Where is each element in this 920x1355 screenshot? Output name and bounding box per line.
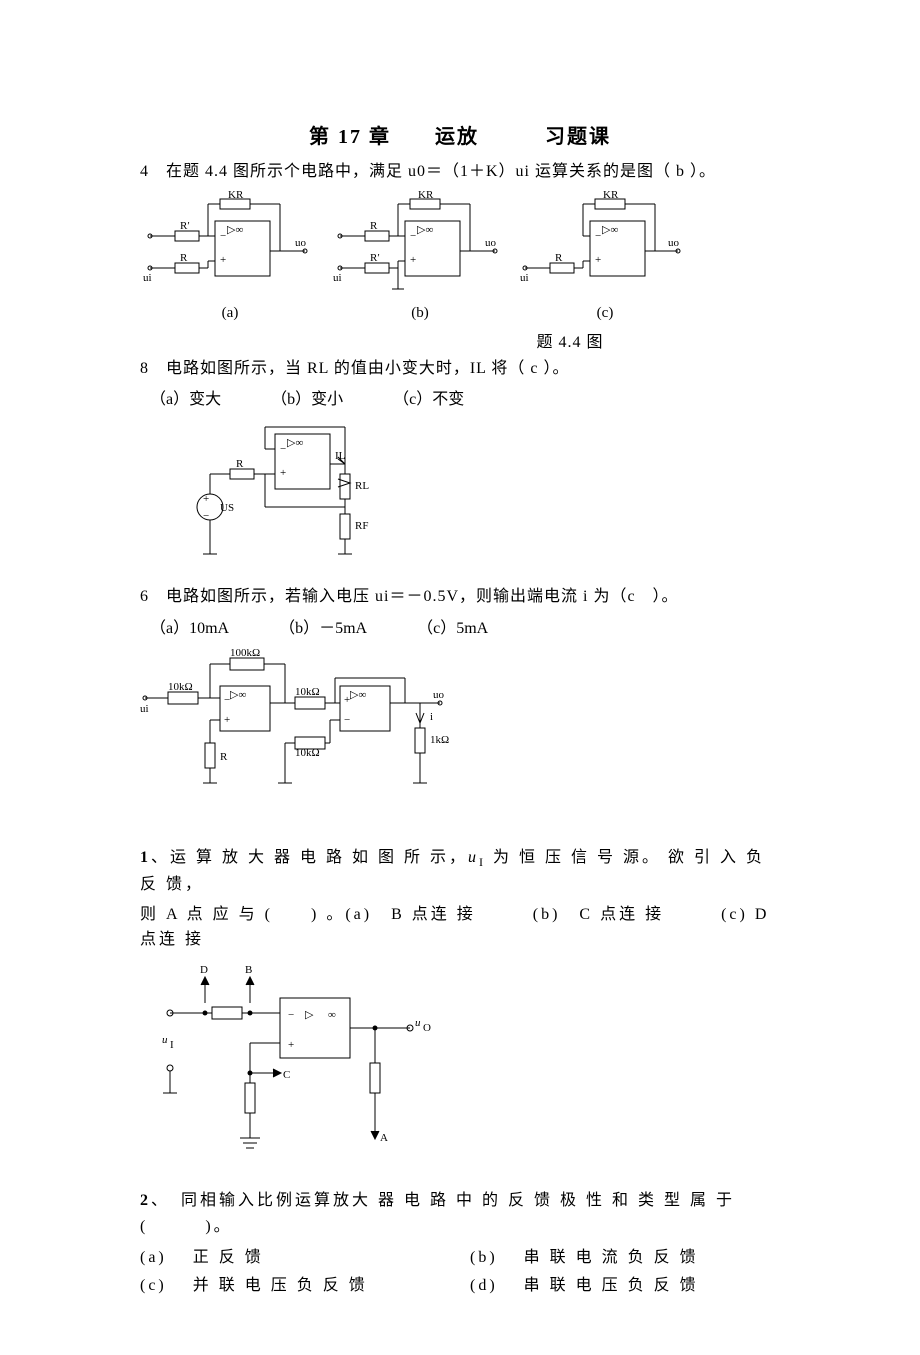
q4-fig-a: KR ▷∞ − + R′ R: [140, 191, 320, 322]
label-i: i: [430, 711, 433, 723]
opamp-inf: ∞: [328, 1009, 336, 1021]
circuit-a-svg: KR ▷∞ − + R′ R: [140, 191, 320, 301]
q1-line1: 1、运 算 放 大 器 电 路 如 图 所 示，uI 为 恒 压 信 号 源。 …: [140, 845, 780, 898]
opamp-inf: ▷∞: [227, 224, 243, 236]
label-r1: R′: [180, 220, 190, 232]
opamp-plus: +: [288, 1039, 294, 1051]
q4-sub-b: (b): [411, 305, 429, 322]
q8-figure: ▷∞ − + IL RL RF: [180, 419, 780, 574]
label-r: R: [220, 751, 228, 763]
q6-figure: 100kΩ ▷∞ − + 10kΩ ui R: [140, 648, 780, 813]
q2-options: (a) 正 反 馈 (b) 串 联 电 流 负 反 馈 (c) 并 联 电 压 …: [140, 1243, 780, 1295]
circuit-c-svg: KR ▷∞ − + R ui uo: [520, 191, 690, 301]
label-10k: 10kΩ: [168, 681, 193, 693]
q4-figures: KR ▷∞ − + R′ R: [140, 191, 780, 322]
label-r: R: [555, 252, 563, 264]
label-kr: KR: [418, 191, 434, 201]
q8-options: （a）变大 （b）变小 （c）不变: [150, 385, 780, 409]
svg-text:−: −: [344, 714, 350, 726]
label-r: R: [370, 220, 378, 232]
q8-text: 8 电路如图所示，当 RL 的值由小变大时，IL 将（ c ）。: [140, 356, 780, 382]
svg-text:I: I: [170, 1039, 174, 1051]
label-ui: ui: [520, 272, 529, 284]
circuit-q6-svg: 100kΩ ▷∞ − + 10kΩ ui R: [140, 648, 480, 808]
opamp-minus: −: [288, 1009, 294, 1021]
label-10k: 10kΩ: [295, 686, 320, 698]
q2-opt-b: (b) 串 联 电 流 负 反 馈: [470, 1243, 780, 1267]
opamp-inf: ▷∞: [287, 437, 303, 449]
q4-fig-c: KR ▷∞ − + R ui uo: [520, 191, 690, 322]
label-uo: uo: [485, 237, 497, 249]
label-a: A: [380, 1132, 388, 1144]
label-10k: 10kΩ: [295, 747, 320, 759]
opamp-minus: −: [220, 230, 226, 242]
q6-text: 6 电路如图所示，若输入电压 ui＝－0.5V，则输出端电流 i 为（c ）。: [140, 584, 780, 610]
opamp-plus: +: [595, 254, 601, 266]
svg-text:−: −: [224, 694, 230, 706]
label-c: C: [283, 1069, 290, 1081]
opamp-plus: +: [410, 254, 416, 266]
opamp-inf: ▷∞: [417, 224, 433, 236]
svg-text:O: O: [423, 1022, 431, 1034]
q6-opt-a: （a）10mA: [150, 614, 229, 638]
label-d: D: [200, 964, 208, 976]
q2-opt-c: (c) 并 联 电 压 负 反 馈: [140, 1271, 450, 1295]
page-title: 第 17 章 运放 习题课: [140, 120, 780, 149]
label-ui: ui: [140, 703, 149, 715]
q8-opt-c: （c）不变: [393, 385, 464, 409]
opamp-inf: ▷∞: [230, 689, 246, 701]
q6-opt-b: （b）－5mA: [279, 614, 367, 638]
opamp-minus: −: [595, 230, 601, 242]
label-us: US: [220, 502, 234, 514]
opamp-tri: ▷: [305, 1009, 314, 1021]
label-rl: RL: [355, 480, 369, 492]
svg-text:+: +: [203, 493, 209, 505]
label-ui: ui: [143, 272, 152, 284]
label-ui: ui: [333, 272, 342, 284]
label-uo: uo: [668, 237, 680, 249]
q4-caption: 题 4.4 图: [360, 328, 780, 352]
label-rf: RF: [355, 520, 368, 532]
svg-text:u: u: [415, 1017, 421, 1029]
q2-opt-a: (a) 正 反 馈: [140, 1243, 450, 1267]
label-kr: KR: [603, 191, 619, 201]
q2-opt-d: (d) 串 联 电 压 负 反 馈: [470, 1271, 780, 1295]
opamp-plus: +: [280, 467, 286, 479]
label-1k: 1kΩ: [430, 734, 449, 746]
label-100k: 100kΩ: [230, 648, 260, 659]
label-uo: uo: [433, 689, 445, 701]
q4-sub-c: (c): [597, 305, 614, 322]
label-kr: KR: [228, 191, 244, 201]
opamp-plus: +: [220, 254, 226, 266]
label-r: R: [180, 252, 188, 264]
circuit-q8-svg: ▷∞ − + IL RL RF: [180, 419, 390, 569]
q4-fig-b: KR ▷∞ − + R R′: [330, 191, 510, 322]
opamp-inf: ▷∞: [602, 224, 618, 236]
q1-line2: 则 A 点 应 与 ( ) 。(a) B 点连 接 (b) C 点连 接 (c)…: [140, 902, 780, 953]
circuit-q1-svg: D B − ▷ ∞ + uO: [150, 963, 450, 1173]
q2-text: 2、 同相输入比例运算放大 器 电 路 中 的 反 馈 极 性 和 类 型 属 …: [140, 1188, 780, 1239]
q4-text: 4 在题 4.4 图所示个电路中，满足 u0＝（1＋K）ui 运算关系的是图（ …: [140, 159, 780, 185]
svg-text:−: −: [203, 510, 209, 522]
svg-text:+: +: [344, 694, 350, 706]
q6-opt-c: （c）5mA: [417, 614, 488, 638]
q1-figure: D B − ▷ ∞ + uO: [150, 963, 780, 1178]
opamp-minus: −: [410, 230, 416, 242]
opamp-minus: −: [280, 443, 286, 455]
label-b: B: [245, 964, 252, 976]
label-r: R: [236, 458, 244, 470]
opamp-inf: ▷∞: [350, 689, 366, 701]
q8-opt-b: （b）变小: [271, 385, 343, 409]
svg-text:u: u: [162, 1034, 168, 1046]
q8-opt-a: （a）变大: [150, 385, 221, 409]
q6-options: （a）10mA （b）－5mA （c）5mA: [150, 614, 780, 638]
circuit-b-svg: KR ▷∞ − + R R′: [330, 191, 510, 301]
svg-text:+: +: [224, 714, 230, 726]
page-container: 第 17 章 运放 习题课 4 在题 4.4 图所示个电路中，满足 u0＝（1＋…: [0, 0, 920, 1355]
label-r1: R′: [370, 252, 380, 264]
q4-sub-a: (a): [222, 305, 239, 322]
label-uo: uo: [295, 237, 307, 249]
